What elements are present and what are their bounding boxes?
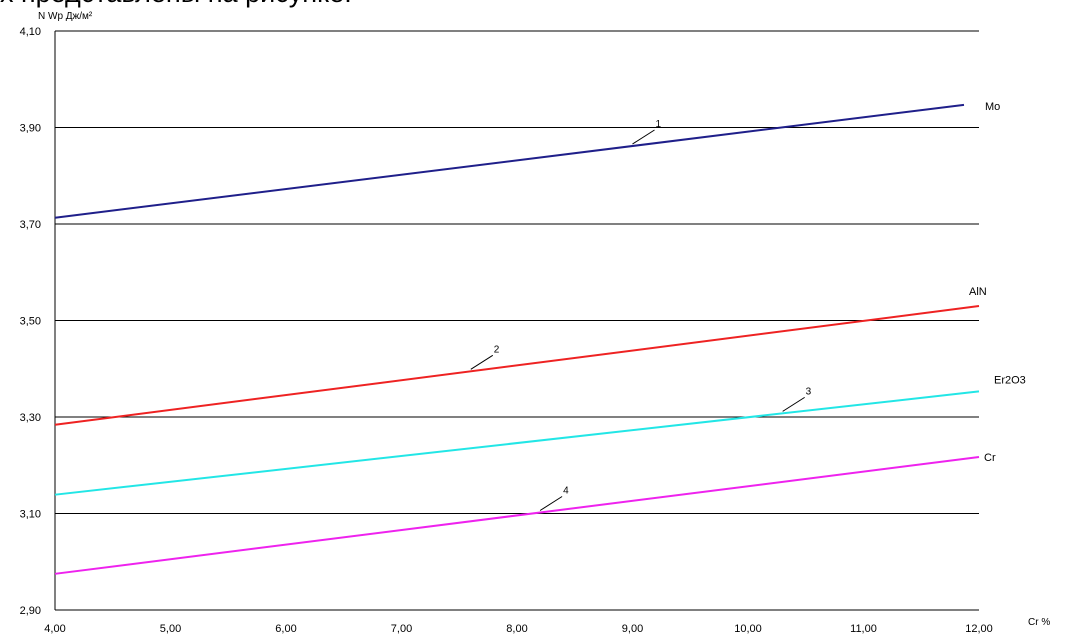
- x-tick-labels: 4,00 5,00 6,00 7,00 8,00 9,00 10,00 11,00 12,00: [44, 623, 992, 635]
- series-marker-label: 1: [656, 119, 662, 130]
- x-tick-label: 5,00: [160, 623, 181, 635]
- y-tick-labels: 2,90 3,10 3,30 3,50 3,70 3,90 4,10: [20, 26, 41, 617]
- y-tick-label: 4,10: [20, 26, 41, 38]
- x-tick-label: 9,00: [622, 623, 643, 635]
- series-line-3: [54, 456, 980, 575]
- x-tick-label: 4,00: [44, 623, 65, 635]
- y-tick-label: 3,30: [20, 412, 41, 424]
- series-marker-label: 2: [494, 344, 500, 355]
- series-line-1: [54, 305, 980, 426]
- series-lines: [54, 103, 980, 575]
- y-tick-label: 2,90: [20, 605, 41, 617]
- series-name-label: Er2O3: [994, 374, 1026, 386]
- x-tick-label: 11,00: [850, 623, 877, 635]
- y-tick-label: 3,70: [20, 219, 41, 231]
- x-tick-label: 7,00: [391, 623, 412, 635]
- marker-leader: [539, 496, 563, 511]
- series-line-2: [54, 390, 980, 496]
- series-name-label: Cr: [984, 452, 996, 464]
- series-marker-label: 3: [806, 386, 812, 397]
- series-name-label: AlN: [969, 286, 987, 298]
- gridlines: [55, 30, 979, 611]
- marker-leader: [782, 396, 805, 412]
- x-tick-label: 12,00: [965, 623, 993, 635]
- x-tick-label: 6,00: [275, 623, 296, 635]
- top-caption: х представлены на рисунке:: [0, 0, 352, 9]
- y-tick-label: 3,90: [20, 123, 41, 135]
- x-tick-label: 10,00: [734, 623, 762, 635]
- series-annotations: 1 Mo 2 AlN 3 Er2O3 4 Cr: [470, 101, 1026, 511]
- y-tick-label: 3,10: [20, 509, 41, 521]
- series-marker-label: 4: [563, 486, 569, 497]
- series-line-0: [54, 103, 965, 219]
- y-tick-label: 3,50: [20, 316, 41, 328]
- x-axis-label: Cr %: [1028, 617, 1050, 628]
- series-name-label: Mo: [985, 101, 1000, 113]
- y-axis-label: N Wp Дж/м²: [38, 11, 93, 22]
- marker-leader: [470, 354, 494, 370]
- x-tick-label: 8,00: [506, 623, 527, 635]
- marker-leader: [632, 129, 655, 145]
